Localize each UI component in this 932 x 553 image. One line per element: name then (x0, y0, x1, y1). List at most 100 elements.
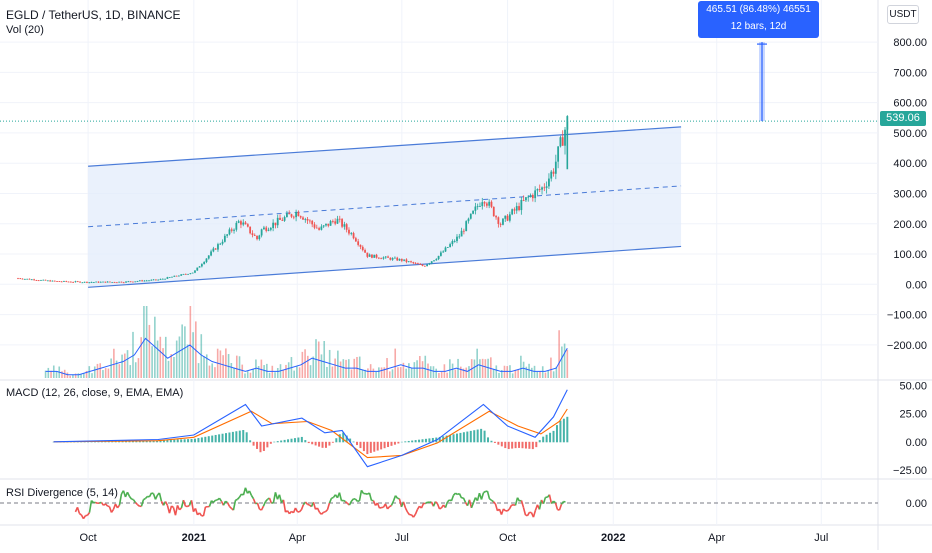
candle-body (224, 236, 226, 242)
rsi-segment (379, 508, 381, 509)
rsi-segment (387, 507, 389, 509)
volume-bar (408, 363, 410, 378)
candle-body (509, 214, 511, 220)
rsi-segment (361, 490, 363, 493)
volume-bar (173, 357, 175, 378)
candle-body (523, 200, 525, 201)
candle-body (348, 230, 350, 234)
macd-histogram-bar (232, 432, 234, 442)
macd-histogram-bar (273, 442, 275, 443)
candle-body (458, 236, 460, 237)
candle-body (307, 219, 309, 221)
measure-layer[interactable] (757, 42, 767, 121)
rsi-legend[interactable]: RSI Divergence (5, 14) (6, 487, 118, 499)
volume-bar (157, 341, 159, 378)
candle-body (187, 274, 189, 275)
candle-body (164, 279, 166, 280)
candle-body (435, 259, 437, 260)
candle-body (387, 257, 389, 258)
rsi-segment (495, 504, 497, 511)
rsi-segment (237, 497, 239, 499)
volume-bar (367, 368, 369, 378)
candle-body (332, 221, 334, 222)
candle-body (364, 250, 366, 253)
macd-histogram-bar (180, 439, 182, 442)
macd-histogram-bar (422, 439, 424, 442)
macd-histogram-bar (325, 442, 327, 448)
candle-body (31, 279, 33, 280)
rsi-segment (219, 498, 221, 501)
candle-body (261, 229, 263, 235)
macd-histogram-bar (535, 442, 537, 447)
rsi-segment (413, 514, 415, 517)
rsi-segment (555, 503, 557, 510)
candle-body (548, 179, 550, 187)
rsi-segment (397, 498, 399, 499)
volume-bar (149, 325, 151, 378)
macd-layer (53, 390, 569, 467)
volume-bar (386, 358, 388, 378)
symbol-title[interactable]: EGLD / TetherUS, 1D, BINANCE (6, 8, 181, 22)
macd-tick-label: 25.00 (899, 409, 927, 421)
rsi-segment (405, 508, 407, 512)
macd-histogram-bar (215, 435, 217, 442)
volume-bar (326, 367, 328, 378)
macd-legend[interactable]: MACD (12, 26, close, 9, EMA, EMA) (6, 387, 183, 399)
candle-body (54, 281, 56, 282)
volume-legend[interactable]: Vol (20) (6, 24, 44, 36)
volume-bar (427, 364, 429, 378)
macd-histogram-bar (291, 439, 293, 443)
macd-histogram-bar (287, 439, 289, 442)
candle-body (93, 282, 95, 283)
volume-bar (200, 334, 202, 378)
macd-histogram-bar (477, 430, 479, 443)
rsi-tick-label: 0.00 (906, 498, 927, 510)
candle-body (222, 242, 224, 244)
candle-body (514, 209, 516, 210)
rsi-segment (489, 499, 491, 500)
volume-bar (539, 371, 541, 378)
macd-histogram-bar (304, 440, 306, 442)
candle-body (431, 261, 433, 263)
candle-body (56, 281, 58, 282)
rsi-segment (249, 491, 251, 496)
macd-histogram-bar (318, 442, 320, 447)
candle-body (401, 259, 403, 261)
candle-body (341, 219, 343, 227)
volume-bar (493, 369, 495, 378)
volume-bar (397, 367, 399, 378)
macd-histogram-bar (225, 433, 227, 442)
candle-body (291, 214, 293, 216)
rsi-segment (225, 501, 227, 502)
rsi-segment (463, 498, 465, 502)
volume-bar (236, 356, 238, 378)
rsi-segment (355, 499, 357, 501)
currency-button[interactable]: USDT (887, 5, 919, 24)
candle-body (424, 266, 426, 267)
candle-body (385, 257, 387, 258)
macd-histogram-bar (484, 431, 486, 443)
rsi-segment (503, 509, 505, 511)
candle-body (504, 216, 506, 219)
volume-bar (274, 372, 276, 378)
rsi-segment (229, 506, 231, 508)
rsi-segment (407, 512, 409, 515)
volume-bar (184, 326, 186, 378)
regression-channel[interactable] (88, 127, 681, 287)
candle-body (35, 280, 37, 281)
candle-body (564, 130, 566, 146)
rsi-segment (561, 502, 563, 505)
candle-body (19, 278, 21, 279)
macd-histogram-bar (553, 431, 555, 442)
volume-bar (168, 361, 170, 378)
volume-bar (176, 341, 178, 378)
candle-body (491, 202, 493, 207)
x-tick-label: Jul (814, 532, 828, 544)
macd-histogram-bar (497, 442, 499, 445)
macd-line (54, 390, 568, 467)
volume-bar (465, 368, 467, 378)
rsi-segment (179, 508, 181, 510)
macd-histogram-bar (453, 434, 455, 442)
candle-body (419, 264, 421, 265)
